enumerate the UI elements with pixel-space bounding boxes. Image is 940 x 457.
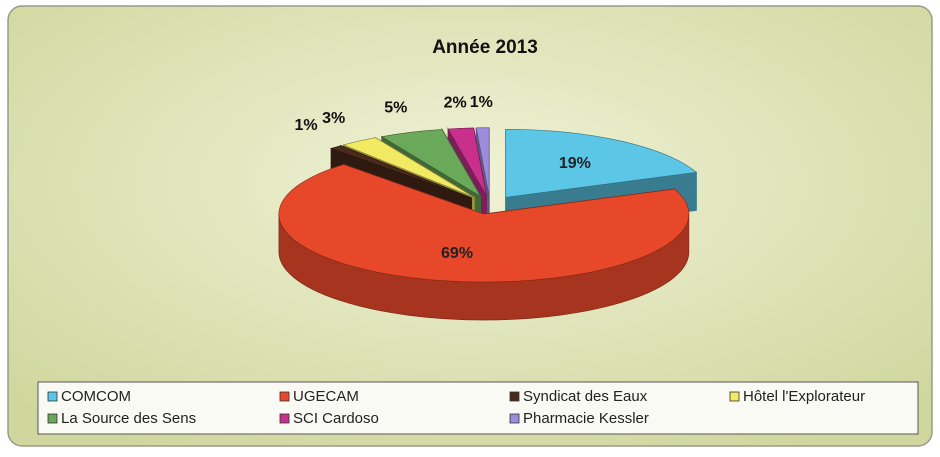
- legend-label: COMCOM: [61, 388, 131, 405]
- data-label: 19%: [559, 155, 591, 172]
- legend: COMCOM UGECAM Syndicat des Eaux Hôtel l'Exp…: [47, 388, 865, 427]
- legend-swatch: [47, 391, 58, 402]
- slice: [342, 137, 475, 198]
- legend-swatch: [509, 413, 520, 424]
- legend-label: Pharmacie Kessler: [523, 410, 649, 427]
- slice: [330, 145, 472, 199]
- legend-box: [37, 381, 919, 435]
- slice: [505, 129, 698, 198]
- legend-swatch: [279, 391, 290, 402]
- slice: [380, 129, 482, 198]
- pie: 19%69%1% 3%5% 2% 1%: [278, 94, 698, 321]
- legend-swatch: [509, 391, 520, 402]
- slice: [447, 127, 487, 196]
- legend-label: UGECAM: [293, 388, 359, 405]
- legend-swatch: [729, 391, 740, 402]
- data-label: 1%: [295, 117, 318, 134]
- legend-label: Syndicat des Eaux: [523, 388, 648, 405]
- legend-swatch: [47, 413, 58, 424]
- data-label: 2%: [444, 95, 467, 112]
- data-label: 5%: [384, 99, 407, 116]
- legend-label: SCI Cardoso: [293, 410, 379, 427]
- legend-swatch: [279, 413, 290, 424]
- data-label: 69%: [441, 245, 473, 262]
- data-label: 1%: [470, 94, 493, 111]
- slice: [278, 164, 690, 283]
- legend-label: La Source des Sens: [61, 410, 196, 427]
- legend-label: Hôtel l'Explorateur: [743, 388, 865, 405]
- chart-title: Année 2013: [432, 37, 538, 58]
- data-label: 3%: [322, 110, 345, 127]
- slice: [475, 127, 490, 196]
